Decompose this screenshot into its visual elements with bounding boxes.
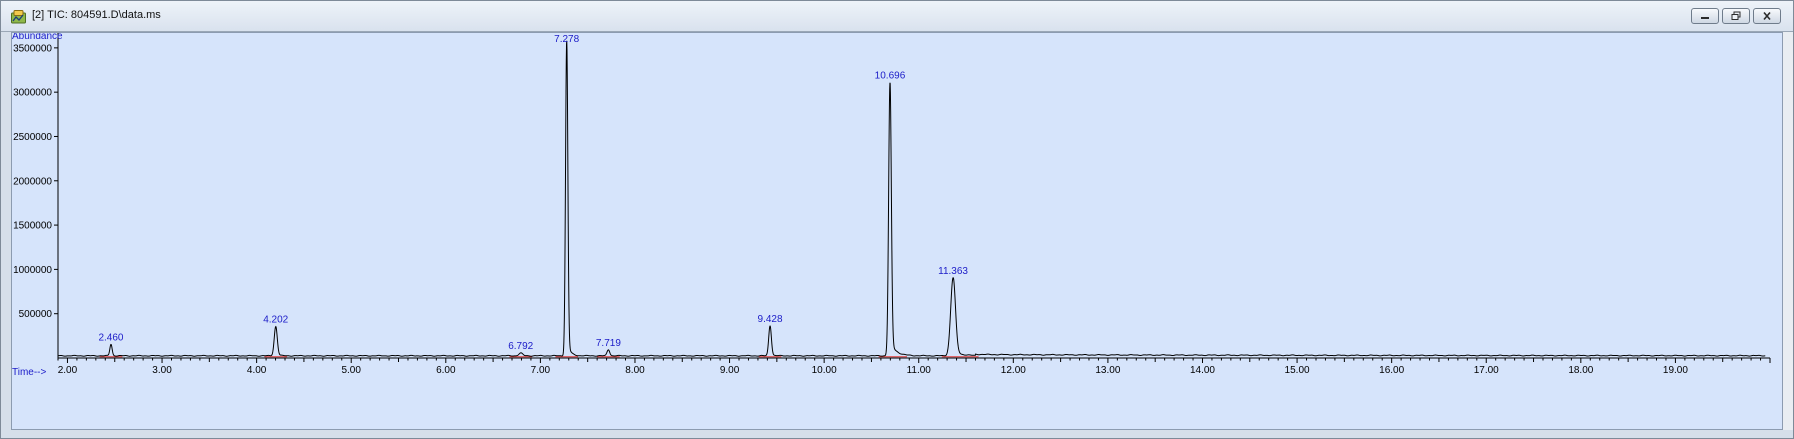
x-tick-label: 2.00 xyxy=(58,365,78,376)
peak-label[interactable]: 4.202 xyxy=(263,315,288,326)
title-bar[interactable]: [2] TIC: 804591.D\data.ms xyxy=(1,1,1793,32)
peak-label[interactable]: 6.792 xyxy=(508,341,533,352)
minimize-icon xyxy=(1701,17,1709,19)
peak-label[interactable]: 9.428 xyxy=(758,314,783,325)
window-edge xyxy=(1783,32,1793,430)
peak-label[interactable]: 10.696 xyxy=(875,71,906,82)
x-axis-title: Time--> xyxy=(12,367,47,378)
x-tick-label: 12.00 xyxy=(1001,365,1026,376)
y-tick-label: 3500000 xyxy=(13,43,52,54)
restore-button[interactable] xyxy=(1722,8,1750,24)
x-tick-label: 9.00 xyxy=(720,365,740,376)
minimize-button[interactable] xyxy=(1691,8,1719,24)
x-tick-label: 5.00 xyxy=(341,365,361,376)
y-tick-label: 2000000 xyxy=(13,176,52,187)
y-tick-label: 3000000 xyxy=(13,88,52,99)
x-tick-label: 3.00 xyxy=(152,365,172,376)
x-tick-label: 13.00 xyxy=(1095,365,1120,376)
peak-label[interactable]: 11.363 xyxy=(938,266,968,277)
y-tick-label: 1500000 xyxy=(13,221,52,232)
x-tick-label: 6.00 xyxy=(436,365,456,376)
x-tick-label: 19.00 xyxy=(1663,365,1688,376)
close-button[interactable] xyxy=(1753,8,1781,24)
peak-label[interactable]: 7.278 xyxy=(554,34,579,45)
x-tick-label: 14.00 xyxy=(1190,365,1215,376)
x-tick-label: 17.00 xyxy=(1474,365,1499,376)
y-tick-label: 500000 xyxy=(19,309,53,320)
chromatogram-chart[interactable]: Abundance Time--> 500000 1000000 1500000 20… xyxy=(12,31,1782,429)
tic-trace xyxy=(58,40,1766,357)
y-axis-title: Abundance xyxy=(12,33,63,42)
x-tick-label: 7.00 xyxy=(531,365,551,376)
window-title: [2] TIC: 804591.D\data.ms xyxy=(32,9,161,21)
y-tick-label: 1000000 xyxy=(13,265,52,276)
peak-label[interactable]: 7.719 xyxy=(596,338,621,349)
x-tick-label: 11.00 xyxy=(907,365,932,376)
y-tick-label: 2500000 xyxy=(13,132,52,143)
restore-icon xyxy=(1731,11,1741,20)
x-axis-ticks: 2.00 3.00 4.00 5.00 6.00 7.00 8.00 9.00 10.00 11.… xyxy=(57,358,1771,376)
x-tick-label: 15.00 xyxy=(1285,365,1310,376)
plot-area[interactable]: Abundance Time--> 500000 1000000 1500000 20… xyxy=(11,31,1783,430)
peak-labels: 2.460 4.202 6.792 7.278 7.719 9.428 10.696 11.3… xyxy=(98,34,968,352)
close-icon xyxy=(1763,11,1771,21)
peak-label[interactable]: 2.460 xyxy=(98,332,123,343)
chromatogram-app-icon xyxy=(11,10,26,24)
y-axis-ticks: 500000 1000000 1500000 2000000 2500000 300000… xyxy=(13,43,58,320)
x-tick-label: 10.00 xyxy=(812,365,837,376)
x-tick-label: 16.00 xyxy=(1379,365,1404,376)
x-tick-label: 4.00 xyxy=(247,365,267,376)
x-tick-label: 8.00 xyxy=(625,365,645,376)
x-tick-label: 18.00 xyxy=(1568,365,1593,376)
